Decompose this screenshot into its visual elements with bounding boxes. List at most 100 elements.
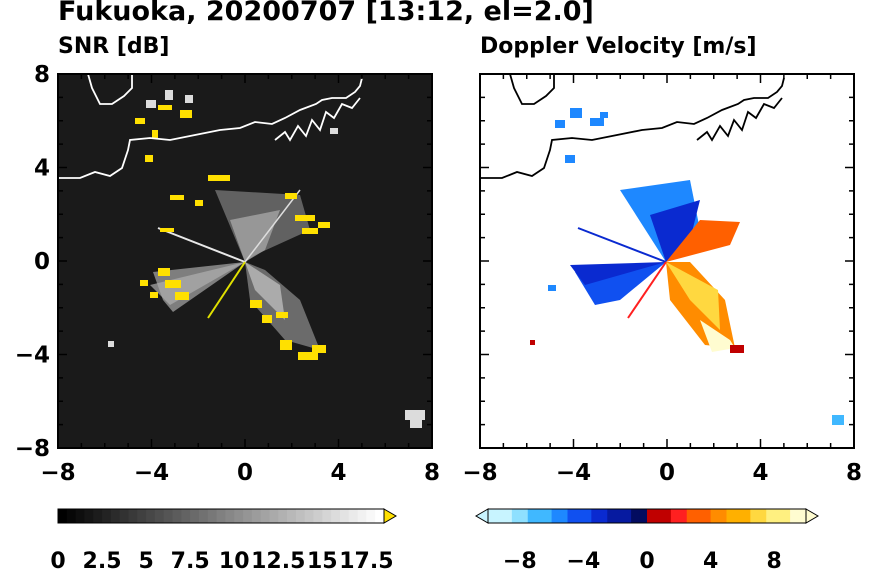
doppler-colorbar-cell	[503, 509, 513, 523]
doppler-colorbar	[475, 508, 819, 524]
snr-colorbar-cell	[66, 509, 77, 523]
doppler-colorbar-label: 4	[703, 549, 718, 570]
doppler-colorbar-cell	[710, 509, 720, 523]
doppler-spoke	[577, 227, 667, 263]
doppler-colorbar-extend-high	[805, 508, 819, 524]
doppler-colorbar-cell	[758, 509, 767, 523]
snr-spoke	[244, 189, 301, 263]
snr-clutter-west-inner	[150, 262, 245, 305]
snr-colorbar-cell	[339, 509, 350, 523]
snr-colorbar-cell	[287, 509, 297, 523]
snr-y-tick-label: −8	[15, 436, 50, 462]
doppler-colorbar-cell	[662, 509, 672, 523]
snr-colorbar	[57, 508, 397, 524]
dv-x-tick-label: 0	[659, 460, 675, 486]
doppler-x-axis: −8 −4 0 4 8	[462, 74, 862, 486]
doppler-colorbar-cell	[559, 509, 568, 523]
snr-panel: −8 −4 0 4 8 8 4 0 −4 −8	[15, 62, 440, 486]
doppler-colorbar-label: 8	[767, 549, 782, 570]
snr-colorbar-cell	[304, 509, 315, 523]
snr-y-axis: 8 4 0 −4 −8	[15, 62, 432, 462]
snr-colorbar-cell	[375, 509, 385, 523]
doppler-colorbar-cell	[782, 509, 791, 523]
doppler-colorbar-cell	[670, 509, 680, 523]
doppler-colorbar-frame	[487, 508, 807, 524]
snr-colorbar-cell	[260, 509, 270, 523]
doppler-scattered-echoes	[548, 108, 608, 291]
doppler-colorbar-cell	[615, 509, 624, 523]
snr-y-tick-label: 4	[34, 156, 50, 182]
doppler-colorbar-label: 0	[639, 549, 654, 570]
doppler-colorbar-extend-low	[475, 508, 489, 524]
snr-colorbar-label: 10	[219, 549, 250, 570]
snr-colorbar-cell	[331, 509, 341, 523]
snr-colorbar-cell	[128, 509, 138, 523]
doppler-colorbar-cell	[623, 509, 632, 523]
snr-y-tick-label: 0	[34, 249, 50, 275]
snr-panel-title: SNR [dB]	[58, 34, 170, 59]
dv-x-tick-label: −8	[462, 460, 497, 486]
snr-colorbar-label: 2.5	[83, 549, 122, 570]
snr-colorbar-cell	[234, 509, 244, 523]
doppler-spoke	[627, 261, 667, 319]
doppler-echo-layer	[530, 108, 844, 425]
snr-spoke	[157, 227, 246, 263]
snr-strong-echoes	[135, 105, 330, 360]
doppler-approach-north-core	[650, 200, 700, 262]
snr-colorbar-cell	[119, 509, 129, 523]
snr-colorbar-cell	[110, 509, 121, 523]
snr-colorbar-label: 12.5	[251, 549, 305, 570]
snr-colorbar-cell	[163, 509, 174, 523]
snr-spoke	[207, 261, 246, 319]
doppler-colorbar-cell	[607, 509, 616, 523]
snr-x-tick-label: 4	[330, 460, 346, 486]
doppler-colorbar-cell	[734, 509, 743, 523]
doppler-colorbar-cell	[488, 509, 497, 523]
snr-colorbar-cell	[251, 509, 262, 523]
doppler-colorbar-cell	[678, 509, 688, 523]
doppler-colorbar-cell	[702, 509, 712, 523]
snr-colorbar-cell	[75, 509, 85, 523]
doppler-panel: −8 −4 0 4 8	[462, 73, 862, 486]
doppler-colorbar-cell	[694, 509, 704, 523]
snr-clutter-north-inner	[230, 210, 280, 262]
doppler-recede-south-light	[666, 262, 720, 330]
snr-colorbar-cell	[207, 509, 218, 523]
doppler-isolated-echo	[530, 340, 535, 345]
snr-colorbar-cell	[58, 509, 68, 523]
doppler-colorbar-cell	[519, 509, 529, 523]
doppler-panel-title: Doppler Velocity [m/s]	[480, 34, 757, 59]
doppler-colorbar-cell	[631, 509, 640, 523]
snr-x-tick-label: −4	[134, 460, 169, 486]
doppler-colorbar-cell	[495, 509, 505, 523]
snr-colorbar-ticks: 0 2.5 5 7.5 10 12.5 15 17.5	[50, 549, 393, 570]
doppler-colorbar-cell	[575, 509, 584, 523]
doppler-colorbar-cell	[591, 509, 600, 523]
dv-x-tick-label: 4	[752, 460, 768, 486]
doppler-colorbar-cell	[750, 509, 759, 523]
snr-colorbar-label: 0	[50, 549, 65, 570]
doppler-coastline	[480, 74, 785, 179]
snr-colorbar-cell	[190, 509, 200, 523]
doppler-colorbar-cell	[527, 509, 537, 523]
doppler-colorbar-cell	[766, 509, 775, 523]
doppler-colorbar-cell	[742, 509, 751, 523]
snr-colorbar-cell	[84, 509, 94, 523]
snr-colorbar-cell	[146, 509, 156, 523]
snr-colorbar-cell	[322, 509, 332, 523]
doppler-colorbar-cell	[654, 509, 664, 523]
doppler-strong-recede	[730, 345, 744, 353]
snr-colorbar-label: 7.5	[171, 549, 210, 570]
doppler-colorbar-cell	[798, 509, 807, 523]
doppler-colorbar-cell	[567, 509, 576, 523]
snr-colorbar-frame	[57, 508, 385, 524]
snr-colorbar-label: 5	[138, 549, 153, 570]
dv-x-tick-label: 8	[846, 460, 862, 486]
doppler-colorbar-cell	[647, 509, 656, 523]
snr-colorbar-cell	[102, 509, 112, 523]
doppler-colorbar-cell	[551, 509, 561, 523]
doppler-colorbar-cell	[686, 509, 696, 523]
doppler-y-axis	[480, 73, 854, 449]
snr-colorbar-cell	[198, 509, 209, 523]
doppler-colorbar-ticks: −8 −4 0 4 8	[503, 549, 782, 570]
